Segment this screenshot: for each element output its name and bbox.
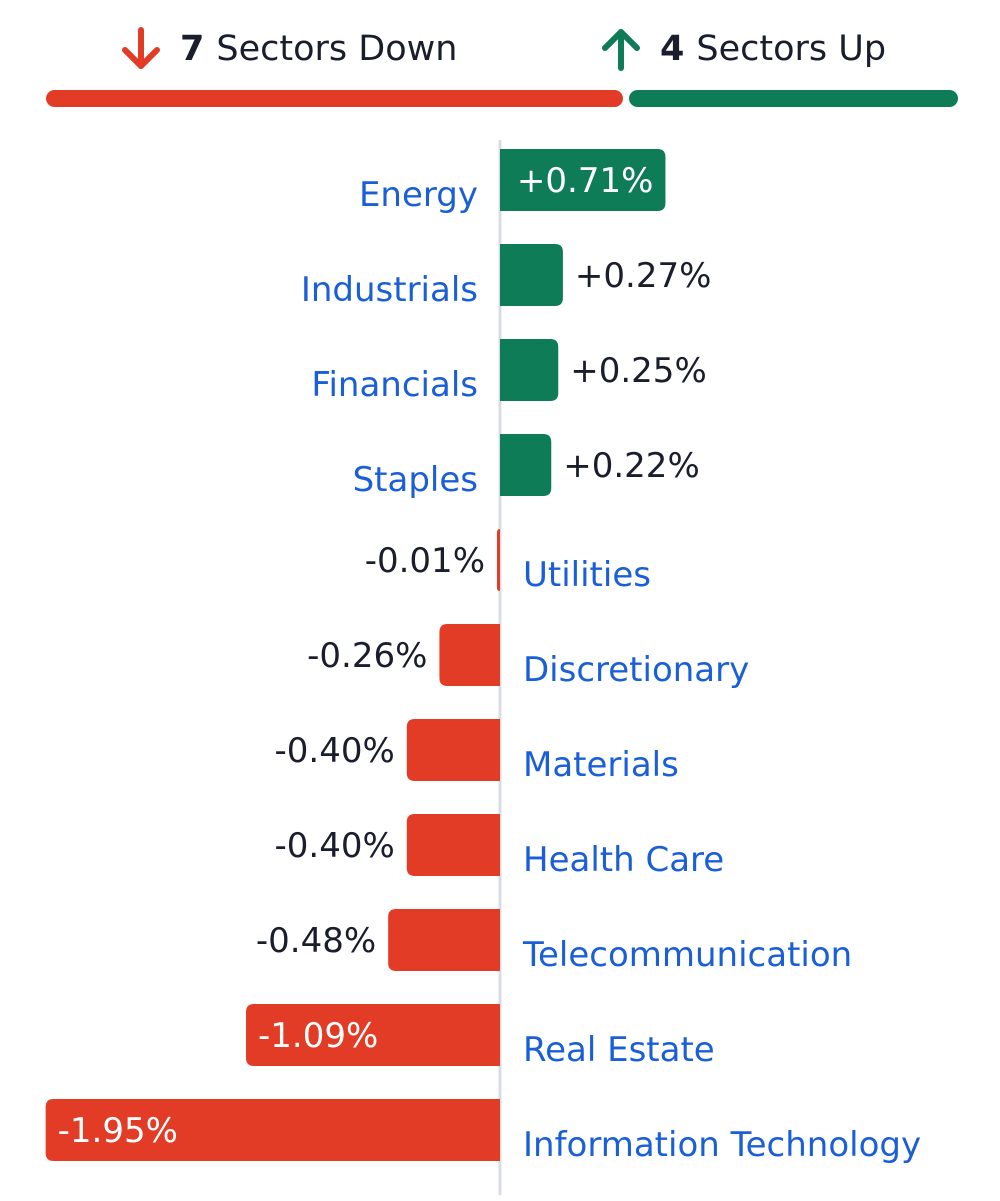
sectors-up-summary: 4 Sectors Up bbox=[600, 22, 886, 76]
arrow-down-icon bbox=[122, 27, 160, 69]
arrow-up-icon bbox=[602, 29, 640, 71]
bar-2 bbox=[500, 339, 559, 401]
bar-10 bbox=[45, 1099, 501, 1161]
sector-label-3[interactable]: Staples bbox=[353, 460, 478, 500]
value-label-6: -0.40% bbox=[275, 731, 395, 771]
value-label-4: -0.01% bbox=[365, 541, 485, 581]
bar-6 bbox=[406, 719, 500, 781]
value-label-9: -1.09% bbox=[258, 1016, 378, 1056]
sectors-down-text: Sectors Down bbox=[216, 29, 458, 69]
value-label-7: -0.40% bbox=[275, 826, 395, 866]
sectors-down-summary: 7 Sectors Down bbox=[120, 22, 457, 76]
bar-0 bbox=[500, 149, 666, 211]
sector-label-10[interactable]: Information Technology bbox=[523, 1125, 921, 1165]
sector-label-4[interactable]: Utilities bbox=[523, 555, 651, 595]
sectors-up-count: 4 bbox=[660, 29, 685, 69]
value-label-10: -1.95% bbox=[58, 1111, 178, 1151]
sectors-down-ratio-bar bbox=[46, 90, 623, 107]
sectors-down-count: 7 bbox=[180, 29, 205, 69]
bar-1 bbox=[500, 244, 563, 306]
value-label-2: +0.25% bbox=[570, 351, 707, 391]
sector-label-6[interactable]: Materials bbox=[523, 745, 679, 785]
bar-4 bbox=[497, 529, 500, 591]
sector-label-1[interactable]: Industrials bbox=[301, 270, 478, 310]
sector-label-2[interactable]: Financials bbox=[311, 365, 478, 405]
bar-5 bbox=[439, 624, 500, 686]
bar-8 bbox=[388, 909, 500, 971]
sector-label-5[interactable]: Discretionary bbox=[523, 650, 749, 690]
value-label-8: -0.48% bbox=[256, 921, 376, 961]
bar-7 bbox=[406, 814, 500, 876]
sectors-up-ratio-bar bbox=[628, 90, 958, 107]
sector-label-9[interactable]: Real Estate bbox=[523, 1030, 715, 1070]
value-label-0: +0.71% bbox=[517, 161, 654, 201]
sectors-up-text: Sectors Up bbox=[696, 29, 887, 69]
bar-9 bbox=[246, 1004, 500, 1066]
sector-label-0[interactable]: Energy bbox=[359, 175, 478, 215]
bar-3 bbox=[500, 434, 552, 496]
value-label-1: +0.27% bbox=[575, 256, 712, 296]
sector-label-7[interactable]: Health Care bbox=[523, 840, 724, 880]
value-label-3: +0.22% bbox=[563, 446, 700, 486]
sector-label-8[interactable]: Telecommunication bbox=[522, 935, 852, 975]
value-label-5: -0.26% bbox=[307, 636, 427, 676]
